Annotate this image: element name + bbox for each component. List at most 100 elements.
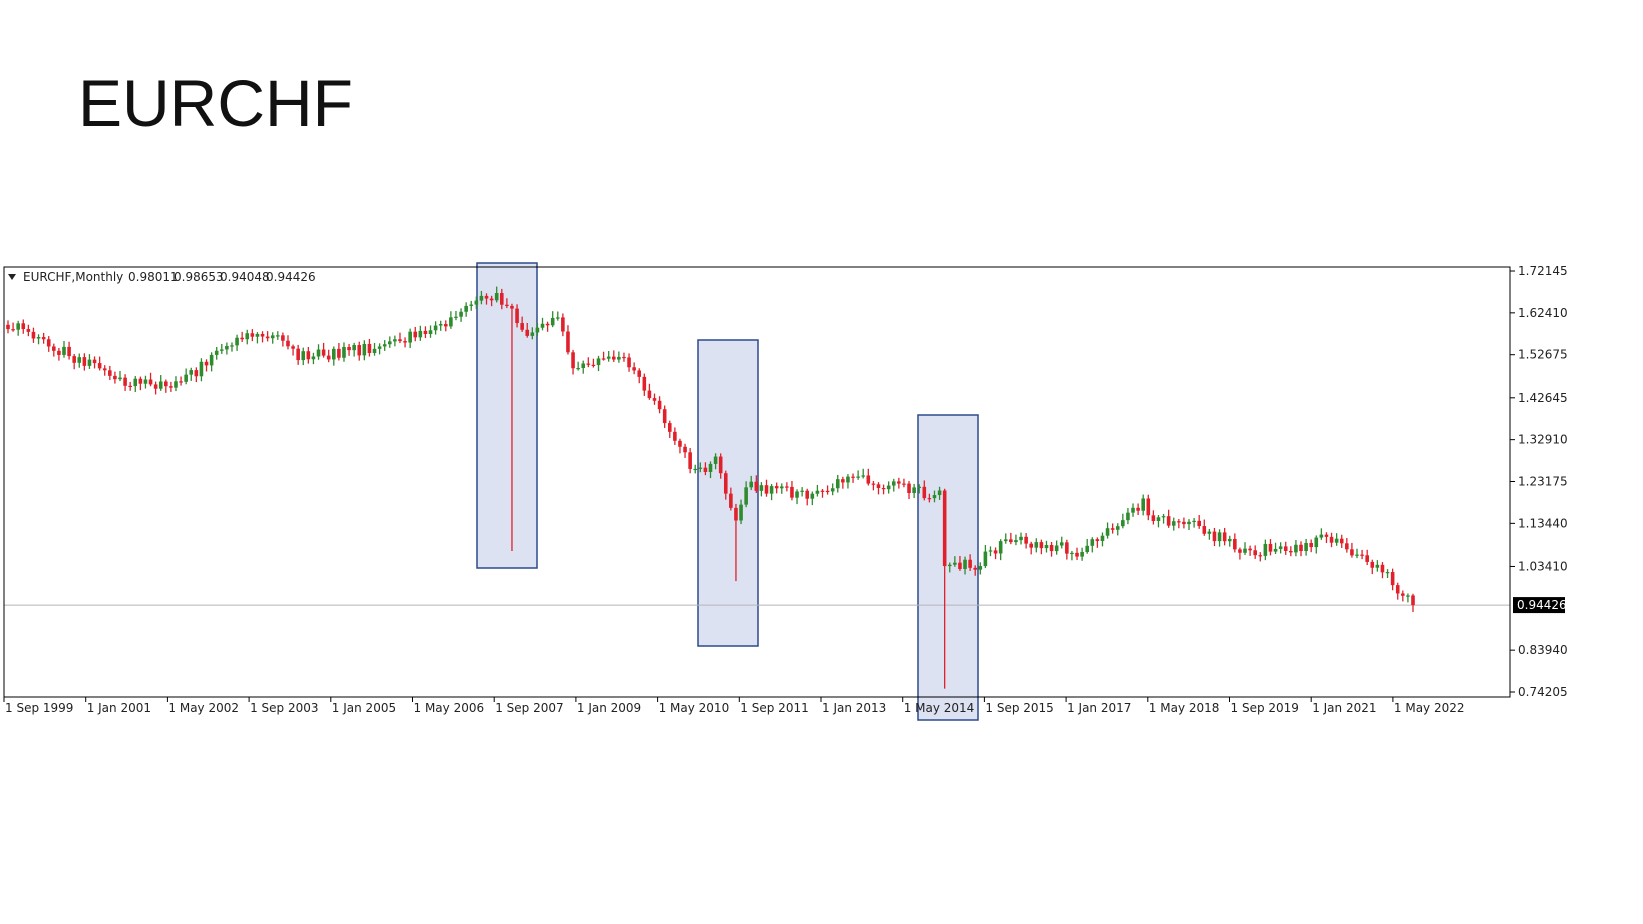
candle [1136, 503, 1140, 515]
candle-body [830, 488, 835, 492]
candle-body [555, 317, 560, 319]
candle [1009, 532, 1013, 545]
x-tick-label: 1 Sep 2007 [495, 701, 563, 715]
x-tick-label: 1 Jan 2013 [822, 701, 886, 715]
candle [1273, 542, 1278, 554]
candle-body [953, 562, 957, 565]
candle [479, 290, 484, 305]
candle-body [1304, 542, 1308, 552]
candle [1202, 519, 1207, 536]
candle-body [790, 486, 794, 498]
candle-body [46, 339, 51, 347]
candle [1212, 527, 1217, 547]
candle-body [998, 541, 1003, 554]
candle [790, 481, 794, 501]
candle-body [1411, 595, 1415, 606]
candle-body [1385, 572, 1390, 574]
candle [1044, 540, 1049, 553]
candle [734, 503, 738, 582]
candle [958, 555, 962, 571]
candle-body [1360, 554, 1364, 556]
candle-body [1238, 549, 1242, 553]
candle [764, 479, 769, 497]
candle [545, 321, 550, 332]
candle [1171, 517, 1176, 531]
candle-body [657, 400, 662, 410]
candle [978, 562, 983, 575]
candle [1024, 533, 1028, 549]
candle [937, 486, 942, 500]
candle-body [1075, 552, 1079, 557]
candle [830, 483, 835, 496]
candle [998, 539, 1003, 561]
candle [372, 342, 377, 356]
x-tick-label: 1 Sep 2015 [985, 701, 1053, 715]
candle [1283, 541, 1288, 555]
candle-body [718, 456, 723, 474]
candle [1299, 541, 1303, 557]
candle-body [1070, 552, 1074, 555]
candle-body [861, 475, 866, 477]
candle [87, 354, 92, 369]
candle [566, 325, 570, 355]
candle [1054, 540, 1059, 555]
x-tick-label: 1 May 2002 [168, 701, 239, 715]
candle-body [301, 351, 306, 361]
candle [983, 545, 988, 569]
candle [1207, 528, 1212, 540]
candle-body [1365, 555, 1369, 562]
candle [1105, 522, 1110, 539]
candle-body [897, 481, 901, 484]
candle-body [225, 345, 229, 350]
candle-body [856, 476, 860, 478]
candle [550, 311, 555, 328]
candle [230, 342, 234, 352]
candle-body [937, 490, 942, 496]
candle [891, 478, 896, 492]
candle [31, 327, 36, 343]
candle [611, 350, 616, 362]
candle-body [499, 293, 504, 305]
candle-body [235, 337, 239, 346]
candle [459, 308, 463, 322]
highlight-box [476, 262, 538, 569]
ohlc-low: 0.94048 [220, 270, 270, 284]
candle-body [347, 347, 351, 351]
candle-body [1136, 507, 1140, 511]
candle [759, 482, 764, 497]
candle-body [973, 567, 978, 570]
candle-body [617, 356, 621, 360]
candle [1411, 593, 1415, 612]
candle [1070, 550, 1074, 561]
candle-body [153, 384, 158, 389]
candle [1380, 562, 1385, 579]
x-tick-label: 1 May 2014 [904, 701, 975, 715]
candle [331, 346, 336, 366]
candle [530, 327, 535, 340]
candle-body [835, 479, 840, 489]
candle [1360, 549, 1364, 560]
candle [16, 320, 20, 336]
candle-body [1258, 555, 1263, 557]
candle-body [881, 487, 886, 490]
candle-body [1029, 543, 1034, 548]
candle-body [1345, 543, 1349, 550]
candle [561, 313, 565, 337]
candle-body [1334, 538, 1339, 543]
candle-body [1278, 546, 1283, 549]
candle-body [688, 452, 692, 469]
current-price-marker: 0.94426 [1513, 597, 1567, 614]
candle-body [97, 363, 102, 369]
y-tick-label: 1.13440 [1518, 516, 1568, 530]
candle [708, 461, 713, 479]
candle [276, 331, 280, 340]
collapse-triangle-icon[interactable] [8, 274, 16, 280]
candle-body [464, 305, 468, 312]
candle [118, 370, 122, 382]
candle [622, 352, 626, 362]
candle [581, 360, 586, 374]
candle [718, 453, 723, 479]
candle-body [729, 493, 733, 508]
candle [1233, 533, 1237, 553]
candle [128, 381, 132, 391]
